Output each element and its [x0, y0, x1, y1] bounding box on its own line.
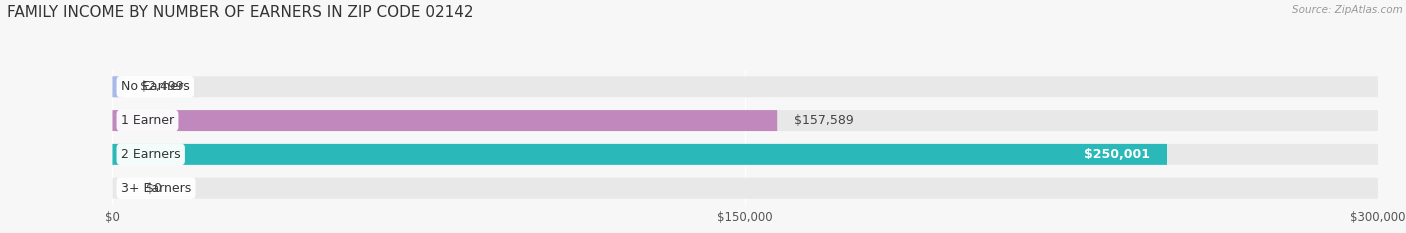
- Text: $2,499: $2,499: [139, 80, 183, 93]
- Text: 2 Earners: 2 Earners: [121, 148, 180, 161]
- Text: 1 Earner: 1 Earner: [121, 114, 174, 127]
- FancyBboxPatch shape: [112, 76, 1378, 97]
- Text: $0: $0: [146, 182, 162, 195]
- FancyBboxPatch shape: [112, 144, 1167, 165]
- Text: No Earners: No Earners: [121, 80, 190, 93]
- FancyBboxPatch shape: [112, 76, 122, 97]
- Text: $250,001: $250,001: [1084, 148, 1150, 161]
- Text: $157,589: $157,589: [794, 114, 853, 127]
- FancyBboxPatch shape: [112, 110, 778, 131]
- FancyBboxPatch shape: [112, 178, 1378, 199]
- Text: FAMILY INCOME BY NUMBER OF EARNERS IN ZIP CODE 02142: FAMILY INCOME BY NUMBER OF EARNERS IN ZI…: [7, 5, 474, 20]
- Text: 3+ Earners: 3+ Earners: [121, 182, 191, 195]
- Text: Source: ZipAtlas.com: Source: ZipAtlas.com: [1292, 5, 1403, 15]
- FancyBboxPatch shape: [112, 144, 1378, 165]
- FancyBboxPatch shape: [112, 110, 1378, 131]
